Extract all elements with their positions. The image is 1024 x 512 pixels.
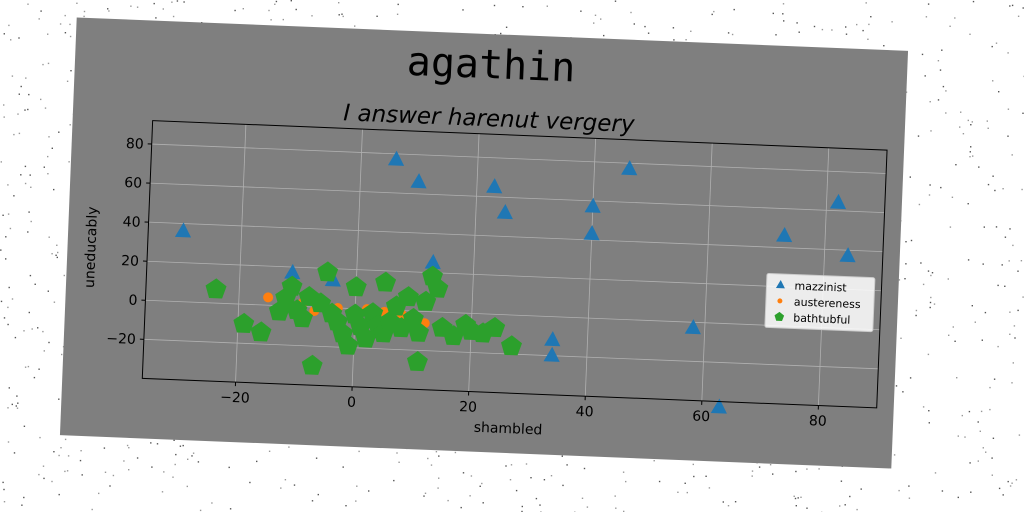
data-point-bathtubful [407,351,428,372]
data-point-bathtubful [337,334,359,355]
data-point-mazzinist [424,253,441,270]
data-point-mazzinist [776,226,793,243]
x-tick-label: 80 [809,413,827,430]
data-point-bathtubful [233,312,255,333]
data-point-bathtubful [291,307,313,328]
y-tick-label: 80 [126,136,144,153]
scatter-plot: −20 0 20 40 60 80 −20 0 20 40 60 80 shambled uneduc… [82,120,888,439]
x-grid-line [468,133,480,392]
data-point-mazzinist [684,319,701,335]
x-tick-label: −20 [220,390,250,407]
data-point-bathtubful [268,300,290,321]
data-point-bathtubful [345,276,367,297]
data-point-bathtubful [501,335,523,356]
data-point-bathtubful [205,278,227,299]
data-point-bathtubful [317,261,339,282]
data-point-austereness [263,292,274,303]
y-tick-label: −20 [106,331,136,348]
data-point-mazzinist [486,178,503,194]
data-point-bathtubful [375,271,397,292]
data-point-mazzinist [387,150,405,166]
x-grid-line [701,143,713,401]
series-mazzinist [174,150,856,414]
chart-card: agathin I answer harenut vergery −20 0 20 4… [59,17,909,469]
x-tick-label: 20 [459,399,477,416]
y-grid-line [150,182,885,213]
data-point-mazzinist [410,173,427,189]
data-point-mazzinist [174,222,192,238]
data-point-mazzinist [544,331,561,347]
y-tick-label: 0 [128,293,138,309]
x-tick-label: 0 [347,395,357,411]
y-grid-line [151,143,887,174]
data-point-bathtubful [301,354,323,375]
legend-marker-austereness [777,298,783,304]
data-point-mazzinist [583,225,600,241]
x-tick-label: 40 [575,404,593,421]
legend-box [764,272,876,333]
data-point-mazzinist [543,346,560,362]
data-point-mazzinist [829,193,847,210]
y-tick-label: 60 [124,175,142,192]
data-point-bathtubful [484,317,506,338]
data-point-mazzinist [284,263,301,280]
x-tick-label: 60 [692,409,710,426]
y-grid-line [148,221,883,253]
x-grid-line [584,138,597,397]
data-points [174,150,856,414]
axis-ticks: −20 0 20 40 60 80 −20 0 20 40 60 80 [106,136,827,430]
data-point-bathtubful [250,321,272,342]
data-point-bathtubful [408,321,430,342]
legend-label: austereness [794,295,862,311]
y-axis-label: uneducably [82,206,101,288]
legend-label: mazzinist [794,280,847,295]
data-point-bathtubful [427,277,449,298]
x-grid-line [235,124,247,383]
y-grid-line [146,260,882,292]
x-axis-label: shambled [473,420,542,439]
data-point-bathtubful [397,286,419,307]
data-point-mazzinist [496,204,513,220]
data-point-mazzinist [584,197,601,213]
data-point-mazzinist [839,247,856,263]
y-tick-label: 40 [122,214,140,231]
series-bathtubful [205,261,523,375]
legend-label: bathtubful [793,311,851,326]
legend-marker-mazzinist [775,279,785,289]
data-point-bathtubful [281,275,303,296]
data-point-mazzinist [710,398,727,414]
y-grid-line [145,299,880,331]
y-tick-label: 20 [121,253,139,270]
plot-frame [141,120,888,409]
data-point-mazzinist [621,160,638,176]
grid-lines [143,124,887,406]
legend-marker-bathtubful [774,311,785,322]
